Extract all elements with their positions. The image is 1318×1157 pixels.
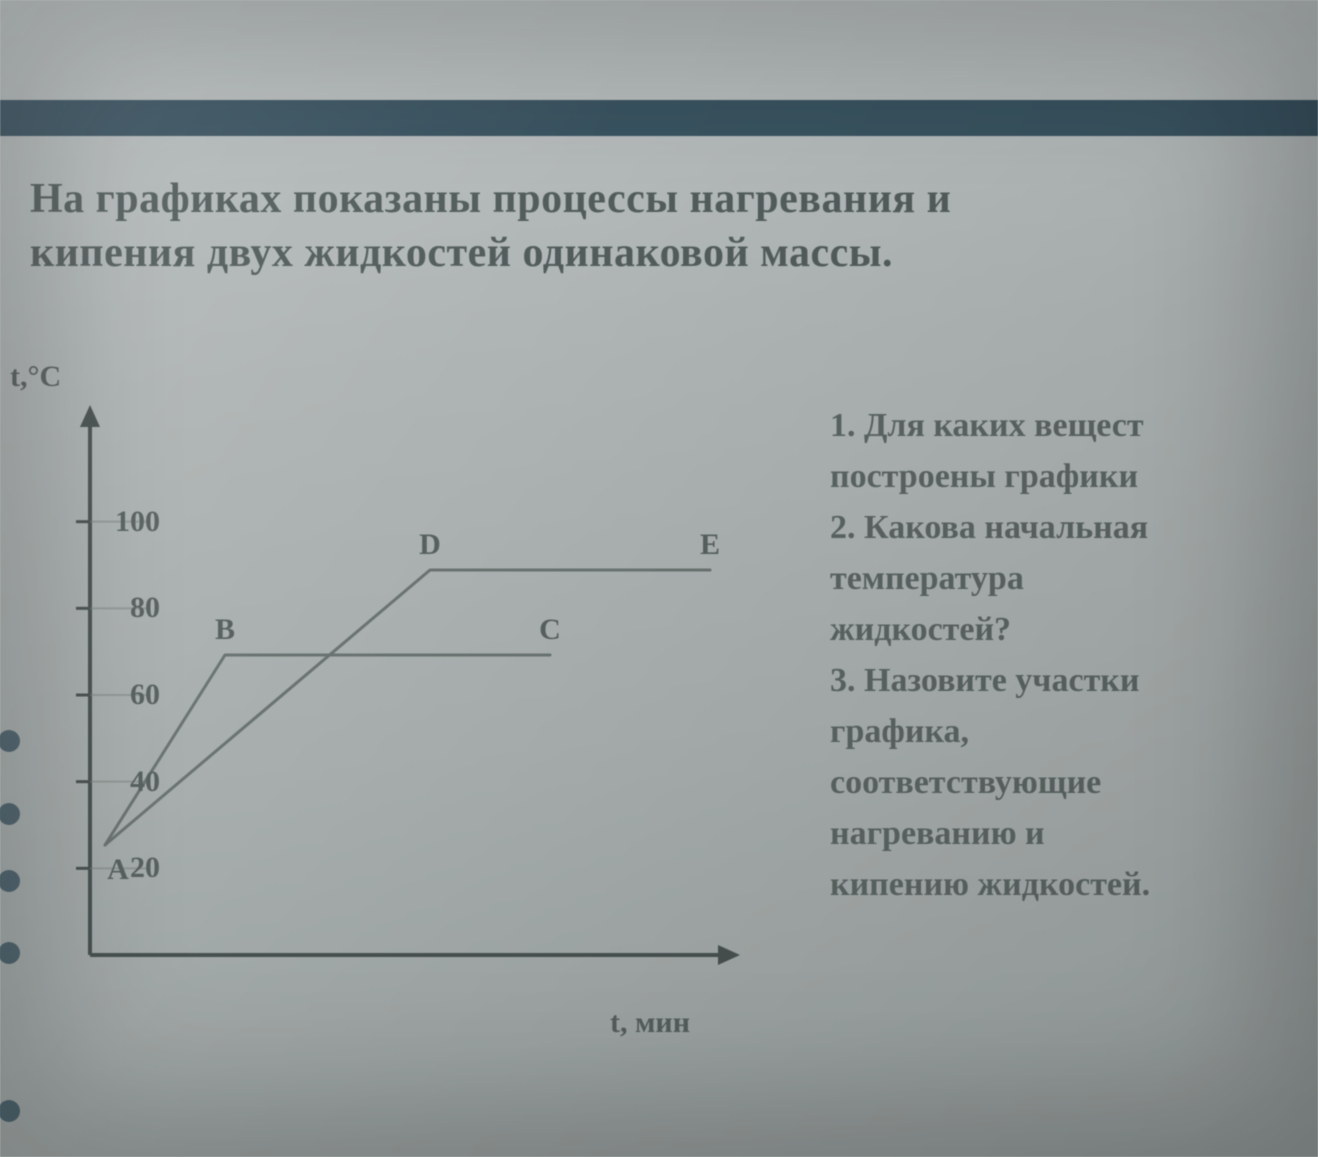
- question-line: 2. Какова начальная: [830, 502, 1310, 553]
- question-list: 1. Для каких вещестпостроены графики2. К…: [830, 400, 1310, 910]
- x-axis-label: t, мин: [610, 1006, 690, 1040]
- title-line-2: кипения двух жидкостей одинаковой массы.: [30, 229, 1290, 277]
- problem-title: На графиках показаны процессы нагревания…: [30, 175, 1290, 283]
- question-line: соответствующие: [830, 757, 1310, 808]
- question-line: жидкостей?: [830, 604, 1310, 655]
- point-label-C: C: [539, 613, 561, 647]
- header-bar: [0, 100, 1318, 136]
- question-line: построены графики: [830, 451, 1310, 502]
- chart-svg: [10, 395, 780, 1035]
- question-line: 3. Назовите участки: [830, 655, 1310, 706]
- y-tick-label: 60: [90, 678, 166, 712]
- y-axis-label: t,°C: [10, 360, 61, 394]
- title-line-1: На графиках показаны процессы нагревания…: [30, 175, 1290, 223]
- y-tick-label: 100: [90, 505, 166, 539]
- point-label-D: D: [419, 528, 441, 562]
- question-line: 1. Для каких вещест: [830, 400, 1310, 451]
- question-line: графика,: [830, 706, 1310, 757]
- y-tick-label: 40: [90, 765, 166, 799]
- point-label-A: A: [107, 853, 129, 887]
- question-line: температура: [830, 553, 1310, 604]
- question-line: кипению жидкостей.: [830, 859, 1310, 910]
- y-tick-label: 80: [90, 591, 166, 625]
- heating-chart: t,°C t, мин 20406080100 ABCDE: [10, 395, 780, 1035]
- point-label-B: B: [215, 613, 235, 647]
- point-label-E: E: [700, 528, 720, 562]
- question-line: нагреванию и: [830, 808, 1310, 859]
